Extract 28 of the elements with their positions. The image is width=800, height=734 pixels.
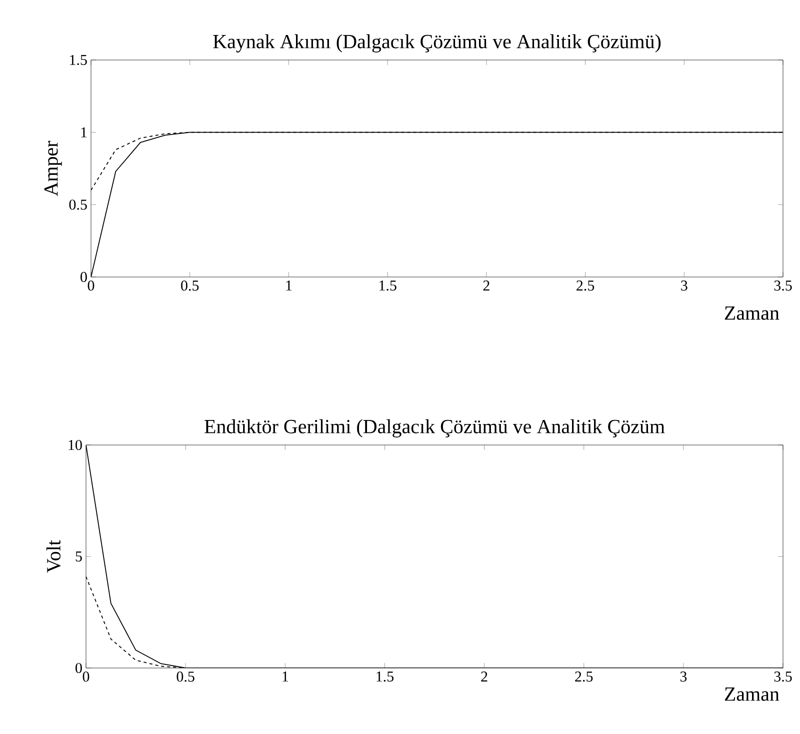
chart-title: Endüktör Gerilimi (Dalgacık Çözümü ve Analitik Çözüm (204, 419, 665, 438)
y-tick-label: 0.5 (69, 200, 87, 210)
y-tick-label: 0 (76, 662, 82, 674)
x-tick-label: 0.5 (176, 672, 194, 682)
x-tick-label: 2 (481, 672, 488, 682)
x-tick-label: 1 (286, 280, 292, 290)
x-tick-label: 2 (483, 280, 490, 290)
y-axis-title: Volt (46, 540, 61, 573)
x-tick-label: 3.5 (774, 280, 792, 291)
chart-title: Kaynak Akımı (Dalgacık Çözümü ve Analitik Çözümü) (213, 34, 661, 52)
x-tick-label: 0.5 (181, 280, 199, 291)
x-axis-title: Zaman (724, 688, 780, 701)
x-tick-label: 3 (680, 672, 687, 682)
x-tick-label: 1.5 (376, 672, 394, 682)
x-tick-label: 2.5 (576, 280, 594, 291)
y-tick-label: 10 (68, 440, 82, 450)
y-tick-label: 1 (81, 127, 87, 138)
x-tick-label: 3.5 (774, 672, 792, 682)
y-tick-label: 1.5 (70, 54, 87, 66)
x-tick-label: 1.5 (380, 280, 396, 291)
x-axis-title: Zaman (724, 306, 780, 320)
x-tick-label: 3 (681, 280, 688, 291)
x-tick-label: 1 (282, 672, 288, 682)
x-tick-label: 0 (88, 280, 94, 291)
y-tick-label: 5 (76, 552, 82, 562)
y-axis-title: Amper (44, 140, 62, 196)
y-tick-label: 0 (80, 272, 87, 282)
x-tick-label: 2.5 (575, 672, 593, 682)
